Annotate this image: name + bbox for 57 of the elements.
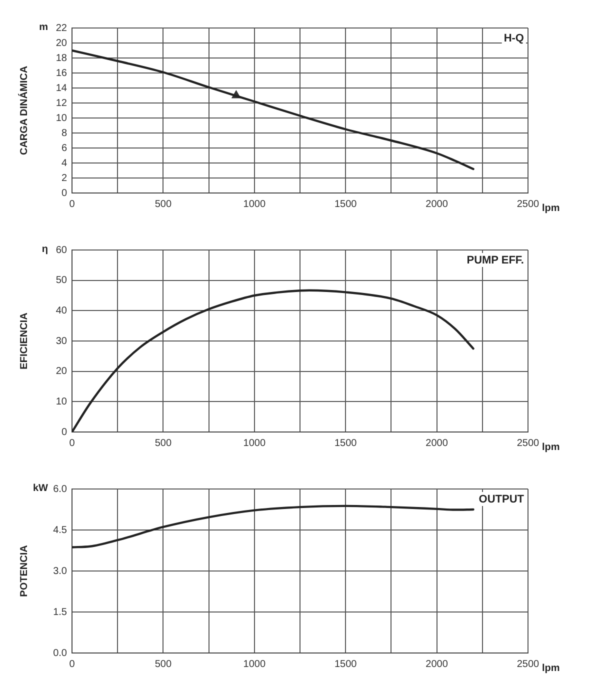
x-tick-label: 1500 xyxy=(334,198,358,210)
x-tick-label: 1000 xyxy=(243,658,266,670)
y-tick-label: 40 xyxy=(56,305,68,316)
y-tick-label: 6 xyxy=(61,142,68,154)
x-tick-label: 2500 xyxy=(516,438,540,449)
text: kW xyxy=(33,482,49,494)
x-tick-label: 2500 xyxy=(516,658,540,670)
chart-title: H-Q xyxy=(504,32,524,45)
y-tick-label: 20 xyxy=(56,38,68,49)
y-tick-label: 60 xyxy=(56,244,68,256)
x-tick-label: 0 xyxy=(69,438,76,449)
x-axis-title: lpm xyxy=(542,662,560,674)
x-axis-title: lpm xyxy=(542,202,560,214)
x-tick-label: 0 xyxy=(69,198,76,210)
text: m xyxy=(39,22,48,33)
x-tick-label: 500 xyxy=(154,438,172,449)
y-tick-label: 18 xyxy=(56,52,68,64)
y-tick-label: 30 xyxy=(56,336,68,347)
y-axis-title: EFICIENCIA xyxy=(18,312,30,370)
y-tick-label: 1.5 xyxy=(53,606,68,618)
chart-title: PUMP EFF. xyxy=(466,254,524,267)
y-tick-label: 0 xyxy=(61,188,68,199)
chart-title: OUTPUT xyxy=(478,494,524,506)
y-tick-label: 4 xyxy=(61,158,68,169)
y-tick-label: 8 xyxy=(61,128,68,139)
x-tick-label: 1500 xyxy=(334,658,358,670)
text: η xyxy=(42,244,48,255)
x-tick-label: 500 xyxy=(154,658,172,670)
x-tick-label: 2000 xyxy=(426,198,448,210)
line-series xyxy=(72,504,474,548)
y-tick-label: 10 xyxy=(56,112,68,124)
x-tick-label: 2500 xyxy=(516,198,540,210)
y-tick-label: 4.5 xyxy=(53,524,68,536)
y-tick-label: 12 xyxy=(56,98,68,109)
x-tick-label: 1500 xyxy=(334,438,358,449)
y-tick-label: 22 xyxy=(56,22,68,34)
y-tick-label: 16 xyxy=(56,68,68,79)
y-axis-title: CARGA DINÁMICA xyxy=(18,66,30,156)
y-tick-label: 14 xyxy=(56,82,68,94)
y-tick-label: 2 xyxy=(61,172,68,184)
x-tick-label: 2000 xyxy=(426,438,448,449)
y-tick-label: 20 xyxy=(56,366,68,378)
line-series xyxy=(72,49,474,170)
x-axis-title: lpm xyxy=(542,442,560,453)
y-tick-label: 0 xyxy=(61,426,68,438)
y-tick-label: 0.0 xyxy=(53,648,68,659)
y-tick-label: 6.0 xyxy=(53,484,68,495)
line-series xyxy=(72,289,474,432)
x-tick-label: 500 xyxy=(154,198,172,210)
y-tick-label: 3.0 xyxy=(53,566,68,577)
y-tick-label: 10 xyxy=(56,396,68,408)
x-tick-label: 1000 xyxy=(243,438,266,449)
y-tick-label: 50 xyxy=(56,275,68,286)
x-tick-label: 2000 xyxy=(426,658,448,670)
x-tick-label: 1000 xyxy=(243,198,266,210)
x-tick-label: 0 xyxy=(69,658,76,670)
y-axis-title: POTENCIA xyxy=(18,545,30,597)
